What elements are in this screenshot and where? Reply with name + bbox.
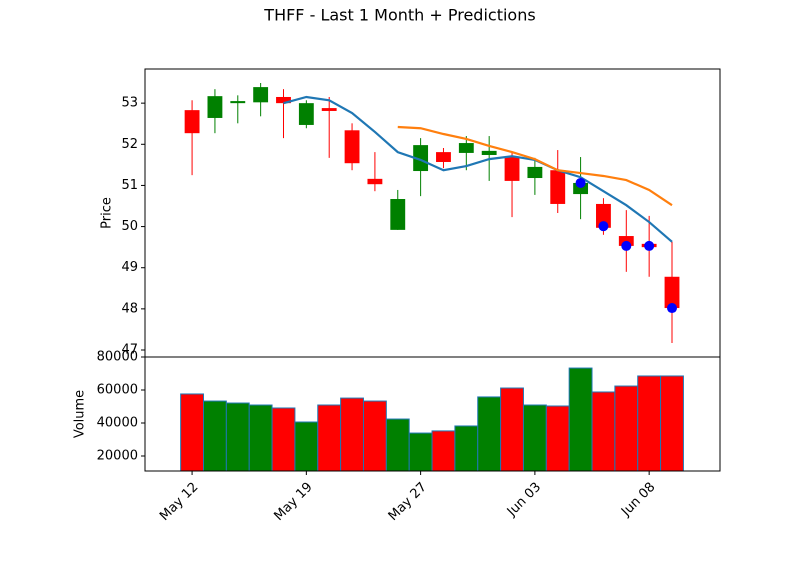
candle-body xyxy=(596,203,611,228)
candle-body xyxy=(504,157,520,181)
prediction-point xyxy=(598,221,609,232)
y-tick-label: 53 xyxy=(121,96,138,111)
candle-body xyxy=(321,108,337,111)
volume-bar xyxy=(454,425,479,472)
candle-body xyxy=(664,276,680,309)
line-series xyxy=(283,95,673,243)
volume-bar xyxy=(317,404,342,472)
x-tick-label: May 27 xyxy=(386,480,430,524)
volume-bar xyxy=(203,400,227,472)
volume-bar xyxy=(568,367,593,472)
candle-body xyxy=(367,178,383,185)
x-tick-label: May 12 xyxy=(157,480,201,524)
candle-body xyxy=(253,87,269,103)
x-tick-label: Jun 08 xyxy=(618,480,658,520)
volume-bar xyxy=(180,393,205,472)
volume-bar xyxy=(614,385,639,472)
prediction-point xyxy=(644,240,655,251)
y-tick-label: 60000 xyxy=(97,382,138,397)
volume-bar xyxy=(591,391,616,472)
y-axis-label: Price xyxy=(100,197,115,229)
y-tick-label: 49 xyxy=(121,260,138,275)
volume-bar xyxy=(271,407,296,472)
candle-body xyxy=(413,145,429,172)
y-tick-label: 50 xyxy=(121,219,138,234)
prediction-point xyxy=(667,303,678,314)
y-tick-label: 48 xyxy=(121,301,138,316)
volume-bar xyxy=(431,430,456,472)
volume-bar xyxy=(545,405,570,472)
x-tick-label: May 19 xyxy=(271,480,315,524)
candle-body xyxy=(298,103,314,125)
prediction-point xyxy=(575,177,586,188)
volume-bar xyxy=(294,421,319,472)
candle-body xyxy=(184,110,200,134)
candle-body xyxy=(550,170,566,204)
y-tick-label: 47 xyxy=(121,343,138,358)
candle-body xyxy=(207,96,223,118)
x-tick-label: Jun 03 xyxy=(504,480,544,520)
line-series xyxy=(397,125,673,207)
volume-bar xyxy=(362,400,387,472)
volume-bar xyxy=(248,404,273,472)
y-tick-label: 80000 xyxy=(97,350,138,365)
candle-body xyxy=(344,130,360,164)
volume-bar xyxy=(408,432,433,472)
chart-title: THFF - Last 1 Month + Predictions xyxy=(263,6,535,25)
volume-bar xyxy=(660,375,684,472)
axes-frame xyxy=(144,356,721,472)
volume-bar xyxy=(225,402,250,472)
y-tick-label: 40000 xyxy=(97,415,138,430)
y-tick-label: 52 xyxy=(121,137,138,152)
candle-body xyxy=(481,150,497,155)
volume-bar xyxy=(477,396,502,472)
volume-bar xyxy=(340,397,364,472)
y-axis-label: Volume xyxy=(73,390,88,438)
volume-bar xyxy=(637,375,662,472)
axes-frame xyxy=(144,68,721,358)
candle-body xyxy=(458,143,474,153)
candle-body xyxy=(230,101,246,104)
candle-body xyxy=(276,96,291,104)
volume-bar xyxy=(522,404,547,472)
candle-body xyxy=(527,166,543,179)
candle-body xyxy=(390,199,406,230)
candle-body xyxy=(573,182,589,195)
y-tick-label: 20000 xyxy=(97,448,138,463)
volume-bar xyxy=(500,387,524,472)
volume-bar xyxy=(385,418,410,472)
y-tick-label: 51 xyxy=(121,178,138,193)
candle-body xyxy=(436,152,451,162)
prediction-point xyxy=(621,240,632,251)
